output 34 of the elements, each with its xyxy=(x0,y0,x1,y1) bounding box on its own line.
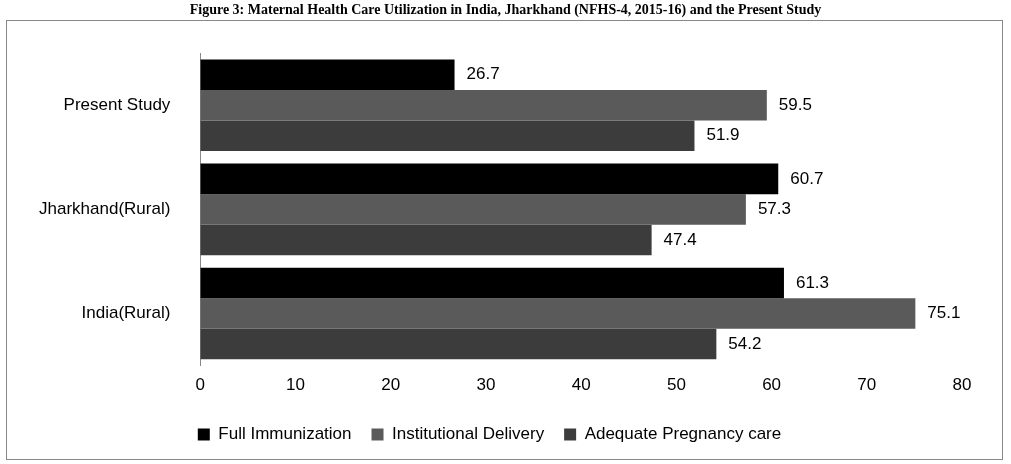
x-tick-label: 70 xyxy=(857,375,877,395)
data-label: 59.5 xyxy=(778,94,812,114)
bar xyxy=(200,163,779,195)
bar xyxy=(200,120,695,152)
legend-label: Full Immunization xyxy=(218,424,352,444)
data-label: 75.1 xyxy=(927,303,961,323)
y-tick-label: Jharkhand(Rural) xyxy=(38,199,171,219)
x-tick-label: 80 xyxy=(952,375,972,395)
data-label: 60.7 xyxy=(790,168,824,188)
x-tick-label: 30 xyxy=(476,375,496,395)
bar xyxy=(200,267,784,299)
bar xyxy=(200,328,717,360)
x-tick-label: 60 xyxy=(762,375,782,395)
bar xyxy=(200,59,455,90)
x-tick-label: 20 xyxy=(381,375,401,395)
x-tick-label: 0 xyxy=(195,375,206,395)
data-label: 61.3 xyxy=(795,272,830,292)
data-label: 54.2 xyxy=(728,333,762,353)
y-tick-label: India(Rural) xyxy=(81,303,171,323)
data-label: 51.9 xyxy=(706,125,740,145)
bar xyxy=(200,224,652,256)
chart-title: Figure 3: Maternal Health Care Utilization in India, Jharkhand (NFHS-4, 2015-16) and the Present Study xyxy=(188,1,823,19)
x-tick-label: 50 xyxy=(666,375,686,395)
bar xyxy=(200,194,746,225)
bar xyxy=(200,298,916,329)
x-tick-label: 10 xyxy=(286,375,305,395)
data-label: 47.4 xyxy=(663,229,697,249)
data-label: 57.3 xyxy=(757,199,791,219)
legend-label: Institutional Delivery xyxy=(392,424,545,444)
x-tick-label: 40 xyxy=(571,375,591,395)
legend-label: Adequate Pregnancy care xyxy=(584,424,782,444)
bar xyxy=(200,89,767,121)
y-tick-label: Present Study xyxy=(63,94,171,114)
data-label: 26.7 xyxy=(466,64,500,84)
